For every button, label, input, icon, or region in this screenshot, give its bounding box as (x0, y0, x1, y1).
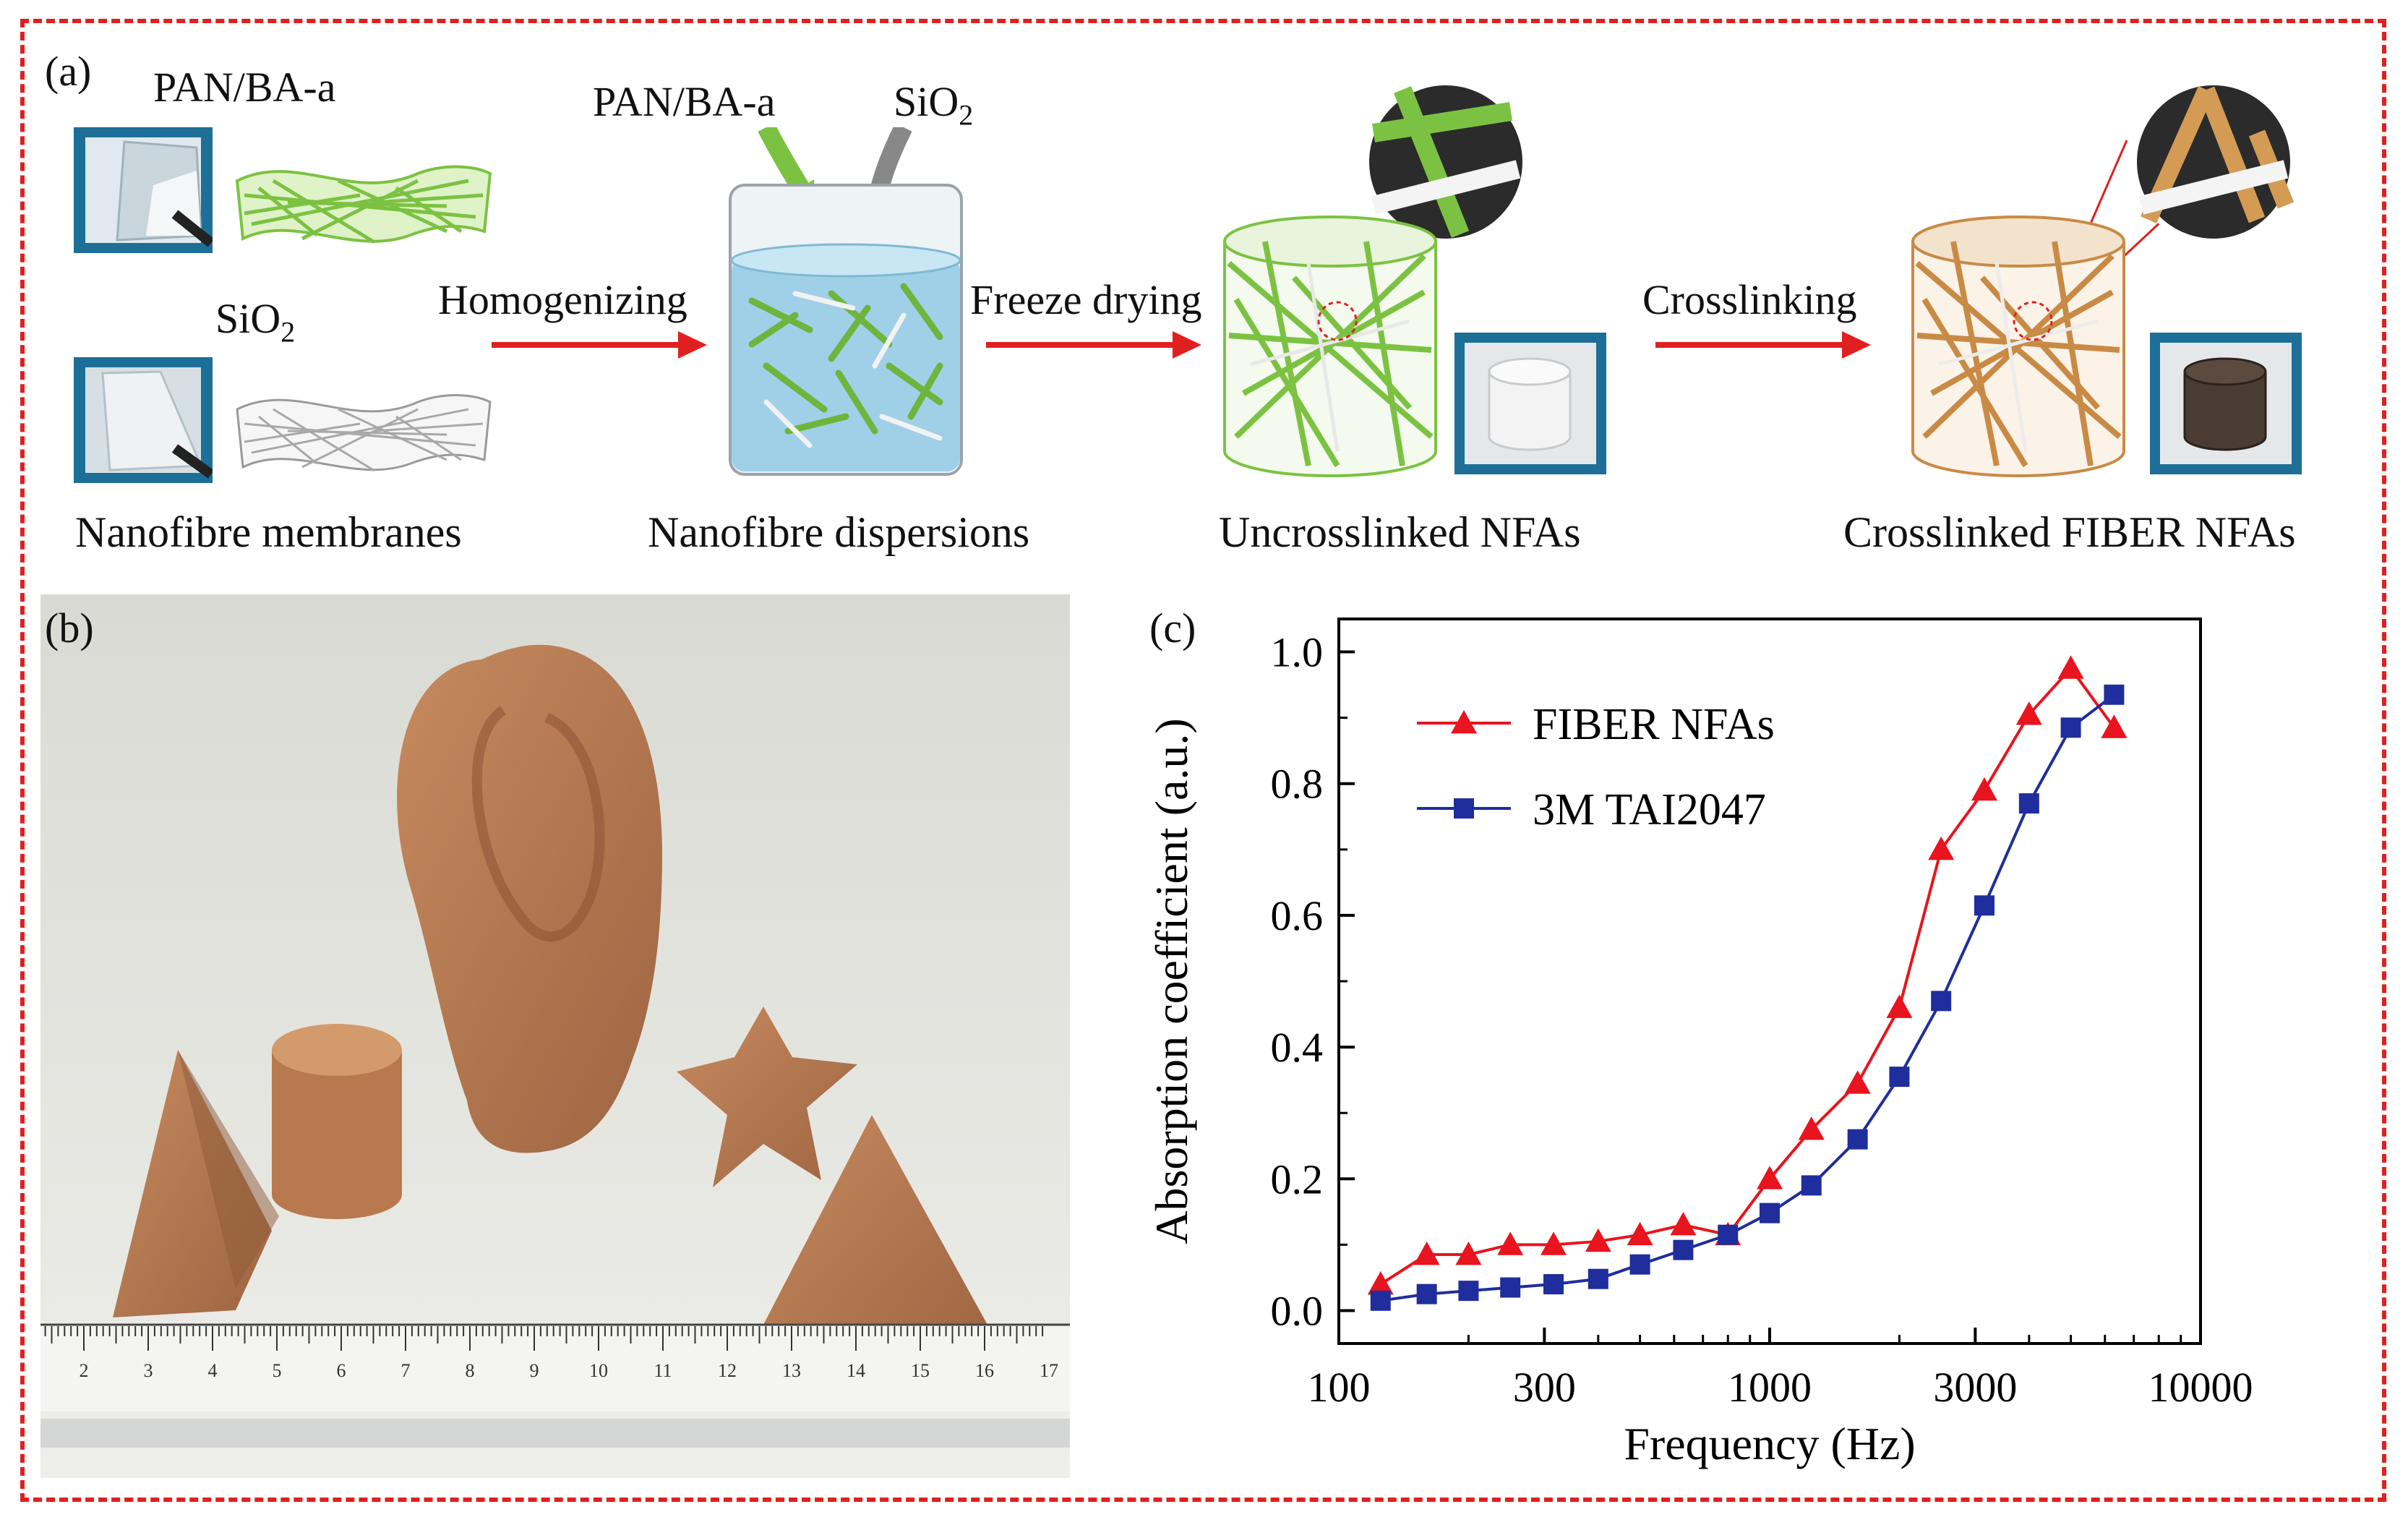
data-point (1844, 1070, 1871, 1094)
ruler-tick-label: 6 (337, 1360, 346, 1381)
green-nanofibre-membrane (235, 165, 492, 244)
data-point (1370, 1290, 1391, 1311)
arrow-freeze-drying (986, 331, 1201, 359)
data-point (1413, 1242, 1440, 1265)
arrow-homogenizing (492, 331, 707, 359)
data-point (1543, 1274, 1564, 1295)
crosslinked-nfa-illustration (1911, 80, 2302, 477)
y-axis-label: Absorption coefficient (a.u.) (1146, 718, 1197, 1244)
panel-b-letter: (b) (45, 605, 94, 652)
figure-border (20, 19, 2386, 1502)
sio2-label-left: SiO2 (215, 295, 296, 349)
ruler-tick-label: 4 (208, 1360, 218, 1381)
data-point (1928, 836, 1955, 860)
x-tick-label: 3000 (1933, 1364, 2017, 1411)
step-crosslinking: Crosslinking (1642, 276, 1857, 323)
data-point (2015, 701, 2042, 725)
data-point (1801, 1175, 1822, 1196)
arrow-crosslinking (1655, 331, 1871, 359)
x-tick-label: 100 (1308, 1364, 1371, 1411)
ruler-tick-label: 5 (273, 1360, 282, 1381)
data-point (1889, 1067, 1910, 1088)
caption-nanofibre-dispersions: Nanofibre dispersions (648, 508, 1030, 556)
data-point (1416, 1283, 1437, 1304)
shapes-photo: 2 3 4 5 6 7 8 9 10 11 12 13 14 15 16 17 (40, 594, 1070, 1478)
data-point (1673, 1239, 1694, 1260)
data-point (1588, 1268, 1608, 1289)
white-nanofibre-membrane (236, 394, 492, 472)
ruler-tick-label: 3 (144, 1360, 153, 1381)
pan-membrane-photo (74, 127, 213, 253)
sio2-beaker-label: SiO2 (894, 78, 974, 132)
data-point (1500, 1277, 1521, 1298)
data-point (1540, 1231, 1567, 1255)
panel-a-letter: (a) (45, 48, 92, 95)
data-point (1971, 777, 1997, 801)
legend-label: FIBER NFAs (1533, 700, 1775, 749)
data-point (1497, 1231, 1524, 1255)
ruler-tick-label: 17 (1040, 1360, 1058, 1381)
ruler-tick-label: 10 (589, 1360, 608, 1381)
ruler-tick-label: 2 (80, 1360, 89, 1381)
data-point (1886, 994, 1913, 1018)
beaker-dispersion (729, 127, 963, 476)
ruler-tick-label: 11 (654, 1360, 672, 1381)
ruler-tick-label: 8 (466, 1360, 475, 1381)
y-tick-label: 0.0 (1271, 1287, 1324, 1334)
ruler-tick-label: 15 (911, 1360, 930, 1381)
data-point (1760, 1203, 1780, 1223)
ruler-tick-label: 14 (847, 1360, 865, 1381)
step-homogenizing: Homogenizing (438, 276, 687, 323)
data-point (2018, 793, 2039, 814)
y-tick-label: 0.4 (1271, 1024, 1324, 1071)
absorption-chart: 100 300 1000 3000 10000 0.0 0.2 0.4 0.6 0.8 1.0 Fre… (1146, 618, 2253, 1469)
data-point (1847, 1129, 1868, 1150)
data-point (1718, 1224, 1739, 1245)
legend-marker (1454, 798, 1474, 819)
legend-marker (1451, 710, 1477, 734)
series-line-fiber-nfas (1379, 666, 2116, 1286)
data-point (1931, 991, 1952, 1012)
data-point (2104, 684, 2125, 705)
pan-ba-label: PAN/BA-a (153, 64, 336, 111)
data-point (1629, 1254, 1650, 1275)
data-point (1798, 1116, 1825, 1140)
data-point (1367, 1271, 1394, 1295)
ruler-tick-label: 13 (782, 1360, 801, 1381)
ruler-tick-label: 9 (530, 1360, 539, 1381)
panel-c-letter: (c) (1149, 605, 1196, 652)
y-tick-label: 1.0 (1271, 629, 1324, 676)
pan-ba-beaker-label: PAN/BA-a (593, 78, 776, 125)
data-point (1627, 1221, 1653, 1246)
uncrosslinked-nfa-illustration (1223, 80, 1606, 477)
x-tick-label: 300 (1513, 1364, 1576, 1411)
caption-uncrosslinked-nfas: Uncrosslinked NFAs (1219, 508, 1581, 556)
legend-label: 3M TAI2047 (1533, 785, 1766, 834)
data-point (1455, 1242, 1482, 1265)
data-point (2057, 655, 2084, 679)
step-freeze-drying: Freeze drying (970, 276, 1202, 323)
y-tick-label: 0.8 (1271, 761, 1324, 808)
x-axis-label: Frequency (Hz) (1624, 1418, 1915, 1469)
ruler-tick-label: 12 (718, 1360, 737, 1381)
x-tick-label: 10000 (2148, 1364, 2253, 1411)
data-point (1974, 895, 1994, 916)
caption-crosslinked-fiber-nfas: Crosslinked FIBER NFAs (1843, 508, 2296, 556)
data-point (1458, 1281, 1479, 1302)
ruler-tick-label: 7 (401, 1360, 411, 1381)
y-tick-label: 0.6 (1271, 892, 1324, 939)
ruler-tick-label: 16 (975, 1360, 994, 1381)
sio2-membrane-photo (74, 357, 213, 483)
caption-nanofibre-membranes: Nanofibre membranes (75, 508, 462, 556)
data-point (2060, 717, 2081, 738)
data-point (2101, 714, 2128, 738)
y-tick-label: 0.2 (1271, 1156, 1324, 1203)
data-point (1757, 1166, 1783, 1189)
data-point (1670, 1212, 1697, 1236)
data-point (1585, 1228, 1611, 1252)
x-tick-label: 1000 (1728, 1364, 1812, 1411)
